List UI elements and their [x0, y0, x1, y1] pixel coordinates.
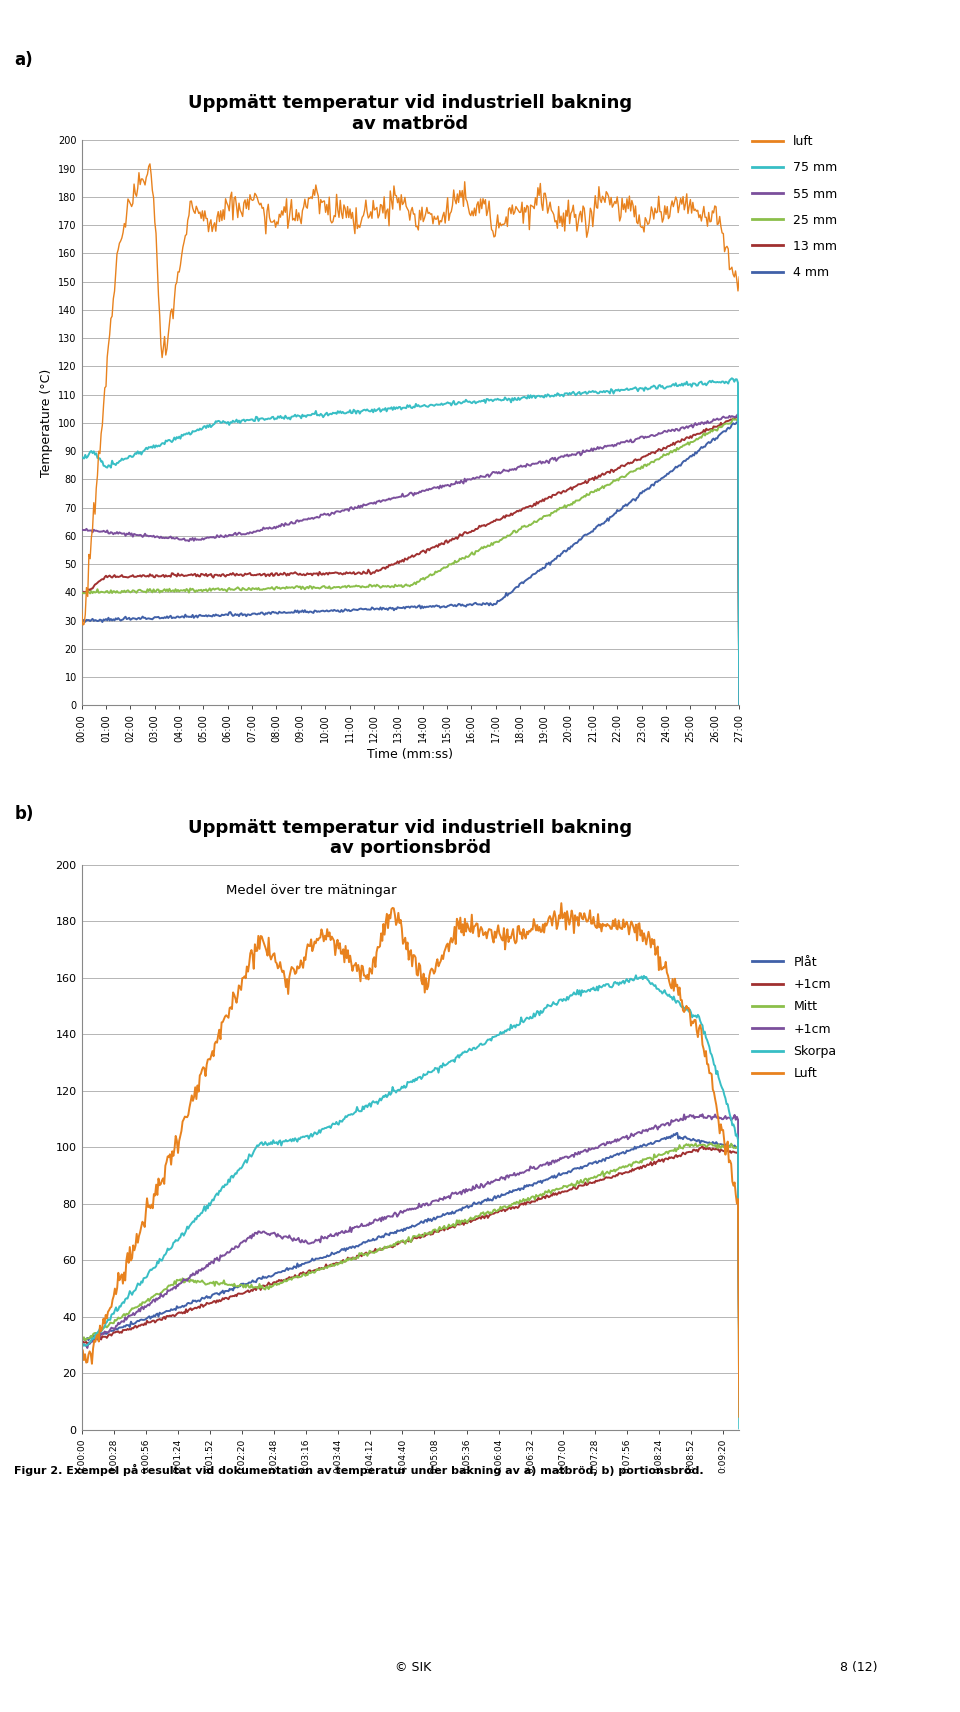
- Text: 8 (12): 8 (12): [840, 1661, 878, 1674]
- X-axis label: Time (mm:ss): Time (mm:ss): [368, 748, 453, 760]
- Y-axis label: Temperature (°C): Temperature (°C): [39, 368, 53, 478]
- Title: Uppmätt temperatur vid industriell bakning
av portionsbröd: Uppmätt temperatur vid industriell bakni…: [188, 818, 633, 858]
- Text: a): a): [14, 51, 33, 70]
- Text: Medel över tre mätningar: Medel över tre mätningar: [227, 885, 396, 897]
- Title: Uppmätt temperatur vid industriell bakning
av matbröd: Uppmätt temperatur vid industriell bakni…: [188, 94, 633, 134]
- Text: Figur 2. Exempel på resultat vid dokumentation av temperatur under bakning av a): Figur 2. Exempel på resultat vid dokumen…: [14, 1464, 704, 1476]
- Text: © SIK: © SIK: [395, 1661, 431, 1674]
- Legend: luft, 75 mm, 55 mm, 25 mm, 13 mm, 4 mm: luft, 75 mm, 55 mm, 25 mm, 13 mm, 4 mm: [752, 135, 837, 279]
- Legend: Plåt, +1cm, Mitt, +1cm, Skorpa, Luft: Plåt, +1cm, Mitt, +1cm, Skorpa, Luft: [752, 955, 836, 1080]
- Text: b): b): [14, 805, 34, 823]
